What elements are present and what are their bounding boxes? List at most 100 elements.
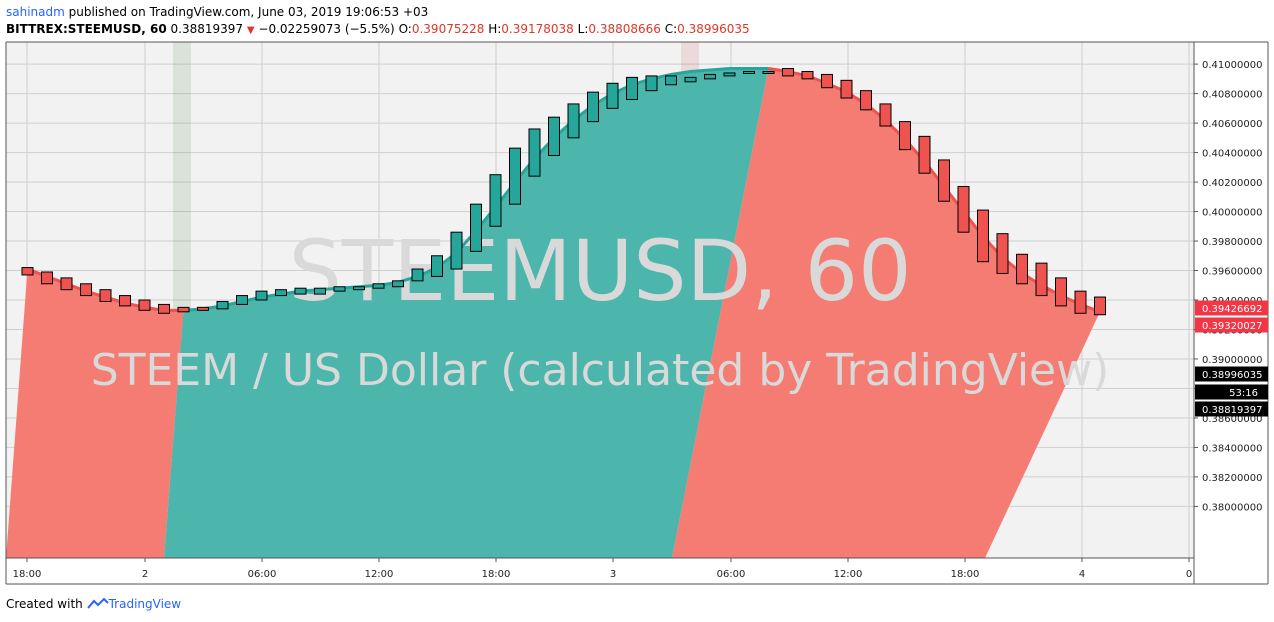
low-value: 0.38808666 (588, 22, 661, 36)
candle[interactable] (782, 68, 794, 77)
candle[interactable] (60, 277, 73, 291)
price-label-text: 0.39320027 (1202, 321, 1262, 332)
open-label: O: (398, 22, 412, 36)
candle[interactable] (938, 159, 950, 202)
candle[interactable] (1074, 290, 1087, 314)
watermark-description: STEEM / US Dollar (calculated by Trading… (91, 345, 1110, 396)
candle[interactable] (255, 290, 268, 301)
price-label-text: 0.38996035 (1202, 370, 1262, 381)
x-tick-label: 18:00 (482, 569, 511, 580)
y-tick-label: 0.39600000 (1202, 267, 1262, 278)
candle[interactable] (392, 280, 404, 288)
x-tick-label: 18:00 (13, 569, 42, 580)
candle[interactable] (236, 295, 248, 305)
price-label: 53:16 (1195, 384, 1268, 400)
candle[interactable] (567, 103, 580, 139)
candle[interactable] (626, 76, 638, 100)
candle[interactable] (411, 268, 424, 282)
price-change: −0.02259073 (−5.5%) (258, 22, 395, 36)
candle[interactable] (1055, 277, 1067, 307)
tradingview-link[interactable]: TradingView (108, 597, 182, 611)
high-value: 0.39178038 (501, 22, 574, 36)
candle[interactable] (314, 287, 326, 295)
candle[interactable] (977, 209, 989, 263)
candle[interactable] (158, 303, 170, 314)
candle[interactable] (587, 91, 599, 123)
x-axis-ticks: 18:00 2 06:00 12:00 18:00 3 06:00 12:00 18:00 4 0 (13, 558, 1192, 580)
candle[interactable] (918, 135, 931, 174)
candle[interactable] (743, 70, 755, 74)
candle[interactable] (372, 283, 385, 289)
candle[interactable] (1016, 253, 1028, 285)
price-labels: 0.39426692 0.39320027 0.38996035 53:16 0.388… (1195, 300, 1268, 417)
candle[interactable] (275, 289, 287, 297)
candle[interactable] (177, 306, 190, 313)
candle[interactable] (957, 185, 970, 233)
author-link[interactable]: sahinadm (6, 5, 65, 19)
price-label-text: 0.38819397 (1202, 405, 1262, 416)
y-tick-label: 0.38000000 (1202, 502, 1262, 513)
up-fill-area (164, 68, 769, 558)
candle[interactable] (80, 283, 92, 297)
y-tick-label: 0.39000000 (1202, 355, 1262, 366)
candle[interactable] (548, 116, 560, 157)
x-tick-label: 06:00 (248, 569, 277, 580)
x-tick-label: 12:00 (834, 569, 863, 580)
candle[interactable] (197, 306, 209, 311)
candle[interactable] (840, 79, 853, 99)
price-label-text: 0.39426692 (1202, 304, 1262, 315)
created-with-text: Created with (6, 597, 83, 611)
candle[interactable] (821, 73, 833, 89)
candle[interactable] (489, 174, 502, 227)
candle[interactable] (21, 267, 34, 276)
candle[interactable] (216, 300, 229, 310)
candle[interactable] (704, 73, 716, 80)
price-label: 0.38819397 (1195, 401, 1268, 417)
open-value: 0.39075228 (411, 22, 485, 36)
x-tick-label: 4 (1079, 569, 1085, 580)
ohlc-legend: BITTREX:STEEMUSD, 60 0.38819397 ▼ −0.022… (6, 22, 750, 36)
high-label: H: (488, 22, 502, 36)
candle[interactable] (801, 70, 814, 80)
candle[interactable] (470, 203, 482, 252)
tradingview-logo-icon (86, 597, 109, 611)
candle[interactable] (879, 103, 892, 127)
candle[interactable] (353, 286, 365, 291)
candle[interactable] (41, 271, 53, 285)
price-label: 0.39426692 (1195, 300, 1268, 316)
candle[interactable] (431, 255, 443, 277)
candle[interactable] (899, 121, 911, 151)
candle[interactable] (294, 287, 307, 295)
candle[interactable] (762, 70, 775, 74)
candle[interactable] (723, 72, 736, 77)
candle[interactable] (1035, 262, 1048, 297)
candle[interactable] (450, 231, 463, 270)
candle[interactable] (138, 299, 151, 311)
y-tick-label: 0.40400000 (1202, 149, 1262, 160)
candlestick-series[interactable] (21, 68, 1106, 316)
publish-text: published on TradingView.com, June 03, 2… (64, 5, 429, 19)
close-label: C: (664, 22, 678, 36)
candle[interactable] (606, 82, 619, 109)
down-fill-area-1 (6, 269, 184, 558)
candle[interactable] (996, 233, 1009, 274)
candle[interactable] (119, 295, 131, 307)
candle[interactable] (860, 90, 872, 111)
x-tick-label: 0 (1186, 569, 1192, 580)
x-tick-label: 06:00 (717, 569, 746, 580)
down-arrow-icon: ▼ (246, 25, 255, 36)
footer: Created with TradingView (6, 597, 181, 611)
y-tick-label: 0.40000000 (1202, 208, 1262, 219)
down-fill-area-2 (672, 68, 1100, 558)
candle[interactable] (99, 289, 112, 302)
candle[interactable] (333, 286, 346, 292)
x-tick-label: 18:00 (951, 569, 980, 580)
candle[interactable] (528, 128, 541, 177)
candle[interactable] (1094, 296, 1106, 316)
watermark-symbol: STEEMUSD, 60 (288, 222, 911, 320)
candle[interactable] (509, 147, 521, 205)
candle[interactable] (645, 75, 658, 92)
candle[interactable] (684, 76, 697, 83)
candle[interactable] (665, 75, 677, 86)
